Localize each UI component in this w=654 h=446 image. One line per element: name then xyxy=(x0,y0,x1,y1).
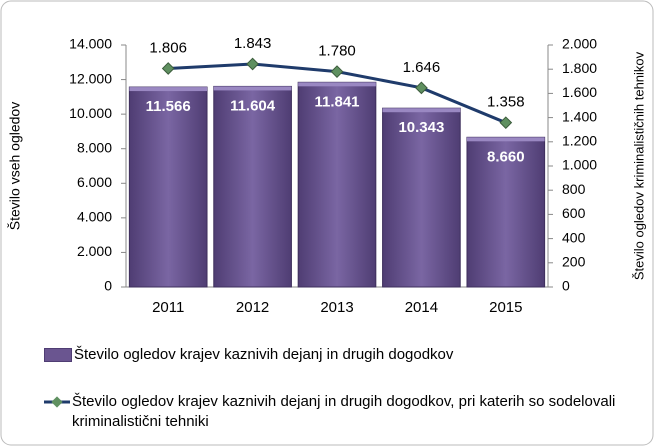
bar xyxy=(297,81,377,288)
y2-tick-label: 800 xyxy=(562,181,586,197)
x-tick-label: 2015 xyxy=(489,299,522,316)
marker xyxy=(330,65,344,78)
marker xyxy=(499,116,513,130)
y2-tick-label: 200 xyxy=(562,254,586,270)
legend-swatch xyxy=(44,348,72,363)
legend-swatch xyxy=(44,396,70,408)
legend-item: Število ogledov krajev kaznivih dejanj i… xyxy=(44,345,634,365)
y2-tick-label: 1.800 xyxy=(562,60,597,76)
y-tick-label: 12.000 xyxy=(69,70,112,86)
y2-tick-label: 1.200 xyxy=(562,133,597,149)
legend-label: Število ogledov krajev kaznivih dejanj i… xyxy=(74,346,454,363)
data-label: 8.660 xyxy=(487,148,525,165)
data-label: 10.343 xyxy=(398,119,444,136)
data-label: 11.604 xyxy=(230,97,276,114)
bar-top xyxy=(213,86,292,91)
marker xyxy=(161,62,175,75)
marker xyxy=(415,81,428,95)
bar-top xyxy=(382,108,461,113)
y-tick-label: 0 xyxy=(104,278,112,294)
marker xyxy=(246,57,259,71)
data-label: 1.646 xyxy=(403,59,441,76)
bar-top xyxy=(129,87,208,92)
y-tick-label: 8.000 xyxy=(77,139,112,155)
x-tick-label: 2012 xyxy=(236,299,269,316)
y2-tick-label: 1.400 xyxy=(562,108,597,124)
bar-top xyxy=(298,82,376,87)
y2-tick-label: 0 xyxy=(562,278,570,294)
y-tick-label: 4.000 xyxy=(77,209,112,225)
data-label: 1.780 xyxy=(318,43,356,60)
data-label: 11.566 xyxy=(146,98,191,115)
y2-tick-label: 400 xyxy=(562,229,586,245)
y2-tick-label: 1.600 xyxy=(562,84,597,100)
y-tick-label: 6.000 xyxy=(77,174,112,190)
y2-axis-title: Število ogledov kriminalističnih tehniko… xyxy=(631,51,646,280)
bar xyxy=(128,86,208,288)
y2-tick-label: 1.000 xyxy=(562,157,597,173)
y-axis-title: Število vseh ogledov xyxy=(7,102,23,230)
y2-tick-label: 600 xyxy=(562,205,586,221)
x-tick-label: 2013 xyxy=(320,299,353,316)
legend-item: Število ogledov krajev kaznivih dejanj i… xyxy=(44,392,654,432)
legend-label: Število ogledov krajev kaznivih dejanj i… xyxy=(72,393,616,430)
y-tick-label: 2.000 xyxy=(77,243,112,259)
x-tick-label: 2014 xyxy=(405,299,438,316)
y-tick-label: 10.000 xyxy=(69,105,112,121)
data-label: 1.843 xyxy=(234,35,272,52)
data-label: 11.841 xyxy=(314,93,359,110)
bar-top xyxy=(466,137,545,142)
bar xyxy=(213,85,292,288)
y2-tick-label: 2.000 xyxy=(562,36,597,52)
data-label: 1.806 xyxy=(149,39,187,56)
y-tick-label: 14.000 xyxy=(69,36,112,52)
data-label: 1.358 xyxy=(487,94,525,111)
x-tick-label: 2011 xyxy=(152,299,184,316)
bar xyxy=(466,136,546,288)
